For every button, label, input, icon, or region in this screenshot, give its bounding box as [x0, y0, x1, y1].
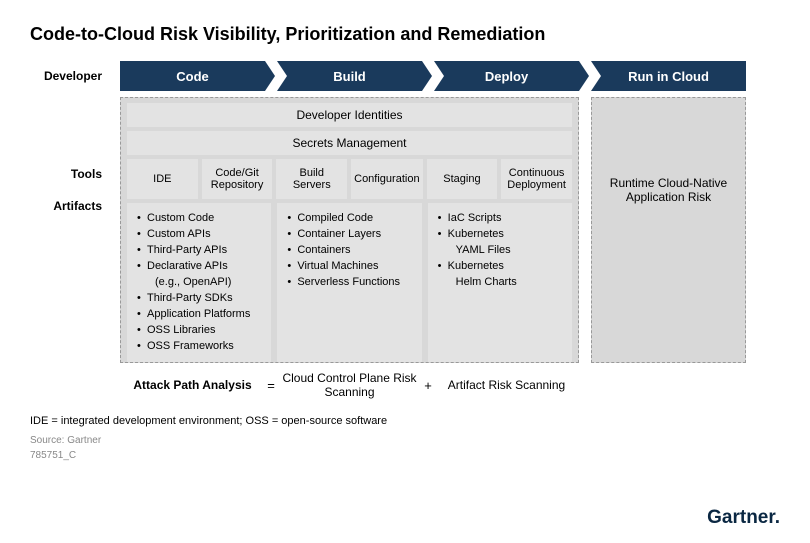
artifact-item: Custom APIs	[137, 227, 261, 243]
stage-code: Code	[120, 61, 265, 91]
tool-cd: Continuous Deployment	[501, 159, 572, 199]
attack-right: Artifact Risk Scanning	[434, 378, 579, 392]
artifact-item: Containers	[287, 243, 411, 259]
artifacts-row: Custom CodeCustom APIsThird-Party APIsDe…	[127, 203, 572, 362]
diagram-grid: Developer Code Build Deploy Run in Cloud…	[30, 61, 780, 363]
tools-row: IDE Code/Git Repository Build Servers Co…	[127, 159, 572, 199]
artifact-item: YAML Files	[438, 243, 562, 259]
run-panel: Runtime Cloud-Native Application Risk	[591, 97, 746, 363]
plus-sign: +	[422, 378, 434, 393]
artifact-item: Application Platforms	[137, 307, 261, 323]
gartner-logo: Gartner.	[707, 507, 780, 529]
artifact-item: Container Layers	[287, 227, 411, 243]
row-label-developer: Developer	[30, 69, 108, 83]
artifact-item: Compiled Code	[287, 211, 411, 227]
stage-deploy: Deploy	[434, 61, 579, 91]
artifact-item: Declarative APIs	[137, 259, 261, 275]
footer: IDE = integrated development environment…	[30, 413, 780, 463]
equals-sign: =	[265, 378, 277, 393]
artifacts-deploy: IaC ScriptsKubernetesYAML FilesKubernete…	[428, 203, 572, 362]
artifact-item: Custom Code	[137, 211, 261, 227]
artifacts-build: Compiled CodeContainer LayersContainersV…	[277, 203, 421, 362]
tool-repo: Code/Git Repository	[202, 159, 273, 199]
attack-left: Cloud Control Plane Risk Scanning	[277, 371, 422, 399]
stage-run: Run in Cloud	[591, 61, 746, 91]
artifact-item: Third-Party APIs	[137, 243, 261, 259]
tool-build-servers: Build Servers	[276, 159, 347, 199]
artifact-item: OSS Frameworks	[137, 339, 261, 355]
artifact-item: Third-Party SDKs	[137, 291, 261, 307]
side-labels: Tools Artifacts	[30, 97, 108, 363]
stage-build: Build	[277, 61, 422, 91]
artifact-item: (e.g., OpenAPI)	[137, 275, 261, 291]
band-secrets: Secrets Management	[127, 131, 572, 155]
pipeline-panel: Developer Identities Secrets Management …	[120, 97, 579, 363]
artifacts-code: Custom CodeCustom APIsThird-Party APIsDe…	[127, 203, 271, 362]
artifact-item: Kubernetes	[438, 259, 562, 275]
artifact-item: Serverless Functions	[287, 275, 411, 291]
tool-staging: Staging	[427, 159, 498, 199]
source: Source: Gartner	[30, 433, 780, 448]
run-text: Runtime Cloud-Native Application Risk	[604, 176, 733, 204]
attack-path-row: Attack Path Analysis = Cloud Control Pla…	[30, 371, 780, 399]
page-title: Code-to-Cloud Risk Visibility, Prioritiz…	[30, 24, 780, 45]
row-label-artifacts: Artifacts	[30, 187, 108, 363]
artifact-item: Helm Charts	[438, 275, 562, 291]
artifact-item: OSS Libraries	[137, 323, 261, 339]
tool-ide: IDE	[127, 159, 198, 199]
artifact-item: Virtual Machines	[287, 259, 411, 275]
tool-configuration: Configuration	[351, 159, 422, 199]
artifact-item: IaC Scripts	[438, 211, 562, 227]
attack-label: Attack Path Analysis	[120, 378, 265, 393]
band-identities: Developer Identities	[127, 103, 572, 127]
doc-id: 785751_C	[30, 448, 780, 463]
glossary: IDE = integrated development environment…	[30, 413, 780, 430]
artifact-item: Kubernetes	[438, 227, 562, 243]
row-label-tools: Tools	[30, 157, 108, 181]
